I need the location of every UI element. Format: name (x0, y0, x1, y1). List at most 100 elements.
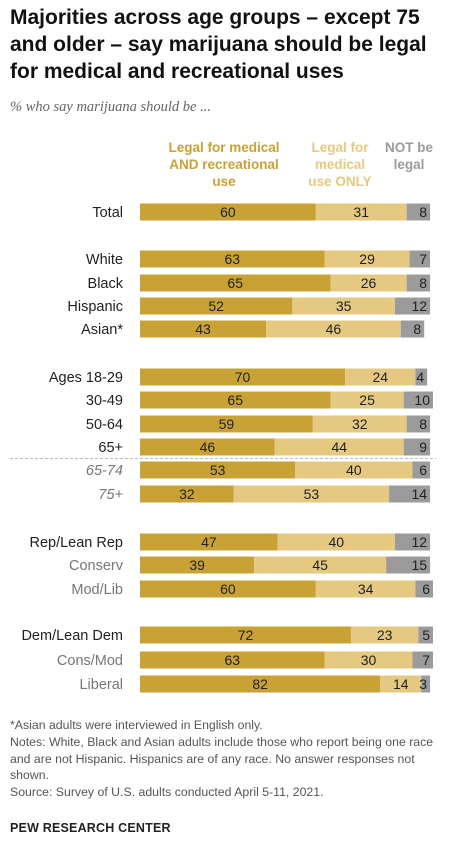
bar-segment-not-legal (394, 533, 431, 551)
data-label: 3 (419, 676, 427, 692)
bar-segment-medical-only (254, 556, 387, 574)
data-label: 25 (359, 392, 375, 408)
bar-segment-medical-and-recreational (140, 556, 255, 574)
data-label: 34 (358, 581, 374, 597)
note-source: Source: Survey of U.S. adults conducted … (10, 785, 324, 800)
bar-segment-medical-and-recreational (140, 391, 331, 409)
note-definitions: Notes: White, Black and Asian adults inc… (10, 734, 434, 783)
bar-segment-not-legal (403, 391, 433, 409)
bar-segment-medical-and-recreational (140, 461, 296, 479)
chart-subtitle: % who say marijuana should be ... (10, 99, 211, 115)
bar-segment-medical-and-recreational (140, 485, 234, 503)
bar-segment-medical-only (350, 626, 419, 644)
data-label: 32 (352, 416, 368, 432)
data-label: 52 (208, 298, 224, 314)
legend-not-legal: NOT be legal (384, 140, 433, 172)
category-label: Ages 18-29 (49, 370, 123, 386)
bar-segment-not-legal (415, 580, 433, 598)
bar-segment-medical-and-recreational (140, 626, 351, 644)
data-label: 65 (227, 392, 243, 408)
notes-block: *Asian adults were interviewed in Englis… (10, 717, 442, 801)
bar-segment-medical-only (277, 533, 395, 551)
bar-segment-not-legal (406, 203, 431, 221)
bar-segment-medical-only (380, 675, 422, 693)
data-label: 35 (336, 298, 352, 314)
bar-segment-medical-and-recreational (140, 368, 346, 386)
bar-segment-medical-and-recreational (140, 320, 266, 338)
bar-segment-medical-only (233, 485, 390, 503)
bar-segment-medical-only (315, 580, 416, 598)
bar-segment-medical-and-recreational (140, 651, 325, 669)
data-label: 12 (411, 298, 427, 314)
data-label: 4 (416, 369, 424, 385)
data-label: 6 (419, 462, 427, 478)
bar-segment-medical-only (295, 461, 413, 479)
bar-segment-medical-only (330, 274, 407, 292)
bar-segment-medical-and-recreational (140, 438, 275, 456)
data-label: 40 (346, 462, 362, 478)
bar-segment-not-legal (406, 274, 431, 292)
bar-segment-not-legal (415, 368, 428, 386)
data-label: 6 (422, 581, 430, 597)
category-label: White (86, 252, 123, 268)
bar-segment-medical-and-recreational (140, 533, 278, 551)
data-label: 45 (312, 557, 328, 573)
bar-segment-not-legal (406, 415, 431, 433)
data-label: 31 (353, 204, 369, 220)
category-label: 65-74 (86, 463, 123, 479)
data-label: 23 (377, 627, 393, 643)
data-label: 47 (201, 534, 217, 550)
bar-segment-medical-and-recreational (140, 675, 381, 693)
bar-segment-medical-and-recreational (140, 415, 313, 433)
bar-segment-not-legal (418, 626, 433, 644)
data-label: 43 (195, 321, 211, 337)
bar-segment-medical-only (324, 250, 410, 268)
bar-segment-not-legal (394, 297, 431, 315)
bar-segment-not-legal (403, 438, 431, 456)
data-label: 65 (227, 275, 243, 291)
category-label: Dem/Lean Dem (21, 628, 123, 644)
data-label: 63 (225, 251, 241, 267)
bar-segment-not-legal (389, 485, 431, 503)
bar-segment-medical-and-recreational (140, 203, 316, 221)
legend-medical-and-recreational: Legal for medical AND recreational use (168, 140, 280, 189)
bar-segment-not-legal (421, 675, 431, 693)
bar-segment-medical-only (345, 368, 416, 386)
bar-segment-not-legal (412, 651, 433, 669)
bar-segment-medical-and-recreational (140, 580, 316, 598)
category-label: Rep/Lean Rep (29, 535, 123, 551)
data-label: 10 (414, 392, 430, 408)
data-label: 60 (220, 204, 236, 220)
data-label: 30 (361, 652, 377, 668)
data-label: 9 (419, 439, 427, 455)
data-label: 24 (372, 369, 388, 385)
data-label: 29 (359, 251, 375, 267)
bar-segment-medical-only (274, 438, 404, 456)
bar-segment-medical-only (292, 297, 395, 315)
category-label: Black (88, 276, 124, 292)
bar-segment-medical-and-recreational (140, 274, 331, 292)
data-label: 60 (220, 581, 236, 597)
category-label: Conserv (69, 558, 124, 574)
brand-logo-text: PEW RESEARCH CENTER (10, 821, 171, 835)
bar-segment-not-legal (412, 461, 431, 479)
note-asian: *Asian adults were interviewed in Englis… (10, 718, 263, 732)
bar-segment-medical-only (324, 651, 413, 669)
data-label: 14 (411, 486, 427, 502)
data-label: 8 (419, 416, 427, 432)
category-label: Hispanic (67, 299, 123, 315)
bar-segment-medical-only (265, 320, 401, 338)
data-label: 8 (419, 275, 427, 291)
data-label: 46 (326, 321, 342, 337)
data-label: 44 (331, 439, 347, 455)
data-label: 40 (329, 534, 345, 550)
category-label: Asian* (81, 322, 123, 338)
bar-segment-not-legal (386, 556, 431, 574)
category-label: Cons/Mod (57, 653, 123, 669)
data-label: 46 (200, 439, 216, 455)
category-label: 75+ (98, 487, 123, 503)
bar-segment-medical-only (315, 203, 407, 221)
data-label: 53 (304, 486, 320, 502)
bar-segment-not-legal (400, 320, 425, 338)
